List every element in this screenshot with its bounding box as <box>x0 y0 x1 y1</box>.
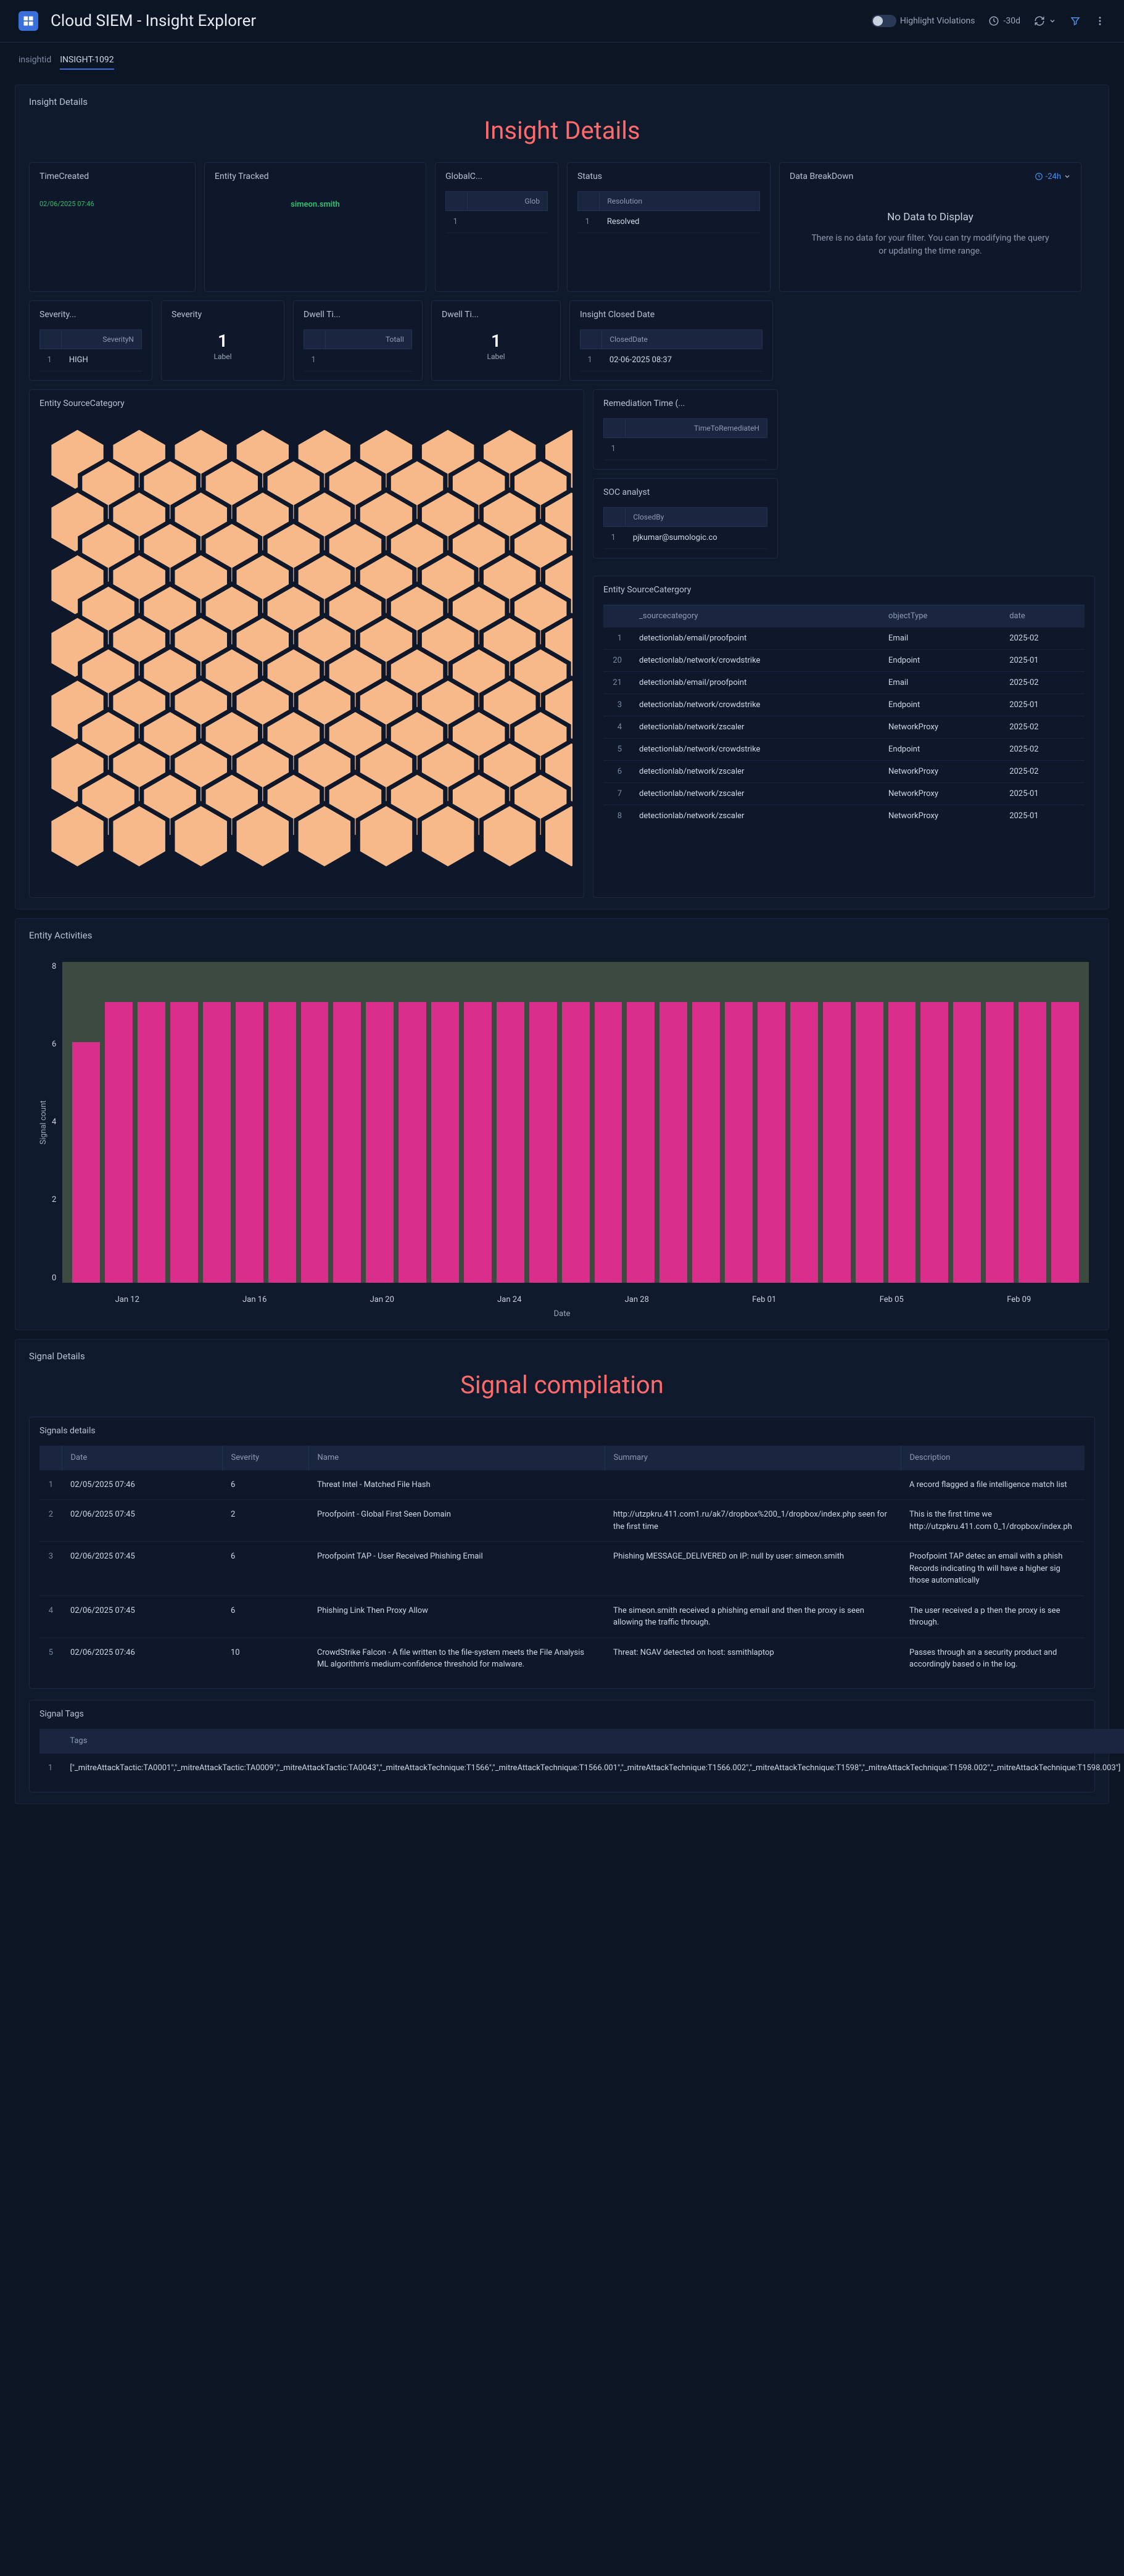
time-created-value: 02/06/2025 07:46 <box>39 200 185 208</box>
chart-bar[interactable] <box>823 1002 851 1283</box>
toggle-icon <box>872 15 896 27</box>
data-breakdown-card: Data BreakDown -24h No Data to Display T… <box>779 162 1081 292</box>
soc-analyst-card: SOC analyst ClosedBy 1pjkumar@sumologic.… <box>593 478 778 558</box>
highlight-toggle[interactable]: Highlight Violations <box>872 15 975 27</box>
table-row[interactable]: 1detectionlab/email/proofpointEmail2025-… <box>603 627 1085 650</box>
chart-bar[interactable] <box>333 1002 361 1283</box>
tags-value: ["_mitreAttackTactic:TA0001","_mitreAtta… <box>61 1753 1124 1783</box>
status-card: Status Resolution 1Resolved <box>567 162 771 292</box>
table-row[interactable]: 6detectionlab/network/zscalerNetworkProx… <box>603 761 1085 783</box>
chart-bar[interactable] <box>659 1002 687 1283</box>
insight-details-panel: Insight Details Insight Details TimeCrea… <box>15 85 1109 909</box>
table-row[interactable]: 20detectionlab/network/crowdstrikeEndpoi… <box>603 650 1085 672</box>
activities-bar-chart: Signal count 86420 <box>29 950 1095 1289</box>
chart-bar[interactable] <box>431 1002 459 1283</box>
honeycomb-chart <box>39 418 574 888</box>
entity-tracked-value: simeon.smith <box>215 200 416 209</box>
chart-bar[interactable] <box>888 1002 916 1283</box>
closed-date-card: Insight Closed Date ClosedDate 102-06-20… <box>569 300 773 381</box>
entity-source-category-chart: Entity SourceCategory <box>29 389 584 898</box>
chart-bar[interactable] <box>301 1002 329 1283</box>
table-row[interactable]: 7detectionlab/network/zscalerNetworkProx… <box>603 783 1085 805</box>
chart-bar[interactable] <box>529 1002 557 1283</box>
more-button[interactable] <box>1094 15 1105 27</box>
chevron-down-icon <box>1049 15 1056 27</box>
chart-bar[interactable] <box>856 1002 883 1283</box>
table-row[interactable]: 102/05/2025 07:466Threat Intel - Matched… <box>39 1470 1085 1500</box>
refresh-button[interactable] <box>1034 15 1056 27</box>
table-row[interactable]: 8detectionlab/network/zscalerNetworkProx… <box>603 805 1085 827</box>
entity-tracked-card: Entity Tracked simeon.smith <box>204 162 426 292</box>
chart-bar[interactable] <box>986 1002 1014 1283</box>
entity-activities-panel: Entity Activities Signal count 86420 Jan… <box>15 918 1109 1330</box>
dashboard-icon <box>19 11 38 31</box>
chart-bar[interactable] <box>268 1002 296 1283</box>
chart-bar[interactable] <box>790 1002 818 1283</box>
breadcrumb-current[interactable]: INSIGHT-1092 <box>60 55 114 70</box>
chart-bar[interactable] <box>170 1002 198 1283</box>
breakdown-range-picker[interactable]: -24h <box>1035 172 1071 181</box>
chart-bar[interactable] <box>236 1002 263 1283</box>
chart-bar[interactable] <box>138 1002 165 1283</box>
topbar: Cloud SIEM - Insight Explorer Highlight … <box>0 0 1124 43</box>
section-heading: Insight Details <box>29 116 1095 145</box>
global-confidence-card: GlobalC... Glob 1 <box>435 162 558 292</box>
dwell-time-total-card: Dwell Ti... TotalI 1 <box>293 300 423 381</box>
chart-bar[interactable] <box>595 1002 622 1283</box>
chart-bar[interactable] <box>464 1002 492 1283</box>
filter-icon <box>1070 15 1081 27</box>
signal-tags-card: Signal Tags Tags 1 ["_mitreAttackTactic:… <box>29 1700 1095 1793</box>
table-row[interactable]: 5detectionlab/network/crowdstrikeEndpoin… <box>603 739 1085 761</box>
page-title: Cloud SIEM - Insight Explorer <box>51 12 872 30</box>
panel-title: Insight Details <box>29 96 1095 107</box>
chart-bar[interactable] <box>72 1042 100 1283</box>
more-vertical-icon <box>1094 15 1105 27</box>
severity-name-card: Severity... SeverityN 1HIGH <box>29 300 152 381</box>
refresh-icon <box>1034 15 1045 27</box>
chart-bar[interactable] <box>953 1002 981 1283</box>
table-row[interactable]: 3detectionlab/network/crowdstrikeEndpoin… <box>603 694 1085 716</box>
time-created-card: TimeCreated 02/06/2025 07:46 <box>29 162 196 292</box>
chevron-down-icon <box>1064 173 1071 180</box>
chart-bar[interactable] <box>920 1002 948 1283</box>
table-row[interactable]: 402/06/2025 07:456Phishing Link Then Pro… <box>39 1596 1085 1638</box>
highlight-label: Highlight Violations <box>900 16 975 26</box>
filter-button[interactable] <box>1070 15 1081 27</box>
table-row[interactable]: 502/06/2025 07:4610CrowdStrike Falcon - … <box>39 1638 1085 1679</box>
severity-card: Severity 1 Label <box>161 300 284 381</box>
breadcrumb-root[interactable]: insightid <box>19 55 51 70</box>
chart-bar[interactable] <box>203 1002 231 1283</box>
chart-bar[interactable] <box>758 1002 785 1283</box>
chart-bar[interactable] <box>725 1002 753 1283</box>
chart-bar[interactable] <box>1051 1002 1079 1283</box>
chart-bar[interactable] <box>627 1002 655 1283</box>
chart-bar[interactable] <box>1019 1002 1046 1283</box>
breadcrumb: insightid INSIGHT-1092 <box>0 43 1124 76</box>
clock-icon <box>988 15 999 27</box>
dwell-time-card: Dwell Ti... 1 Label <box>431 300 561 381</box>
entity-source-category-table: Entity SourceCatergory _sourcecategory o… <box>593 576 1095 898</box>
remediation-time-card: Remediation Time (... TimeToRemediateH 1 <box>593 389 778 470</box>
table-row[interactable]: 4detectionlab/network/zscalerNetworkProx… <box>603 716 1085 739</box>
chart-bar[interactable] <box>105 1002 133 1283</box>
chart-bar[interactable] <box>497 1002 524 1283</box>
clock-icon <box>1035 172 1043 181</box>
time-range-picker[interactable]: -30d <box>988 15 1020 27</box>
chart-bar[interactable] <box>562 1002 590 1283</box>
chart-bar[interactable] <box>692 1002 720 1283</box>
table-row[interactable]: 302/06/2025 07:456Proofpoint TAP - User … <box>39 1542 1085 1596</box>
table-row[interactable]: 21detectionlab/email/proofpointEmail2025… <box>603 672 1085 694</box>
table-row[interactable]: 202/06/2025 07:452Proofpoint - Global Fi… <box>39 1500 1085 1542</box>
empty-state: No Data to Display There is no data for … <box>790 186 1071 283</box>
chart-bar[interactable] <box>366 1002 394 1283</box>
signals-details-card: Signals details Date Severity Name Summa… <box>29 1417 1095 1689</box>
signal-details-panel: Signal Details Signal compilation Signal… <box>15 1339 1109 1805</box>
chart-bar[interactable] <box>399 1002 426 1283</box>
